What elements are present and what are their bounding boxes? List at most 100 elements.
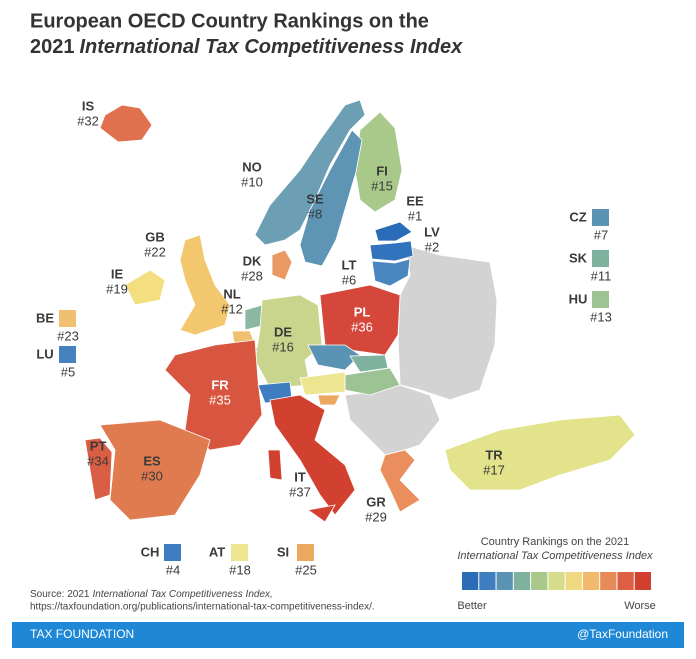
legend-swatch bbox=[462, 572, 479, 590]
country-rank: #4 bbox=[166, 562, 180, 577]
country-code: NO bbox=[242, 159, 262, 174]
country-rank: #34 bbox=[87, 453, 109, 468]
country-rank: #25 bbox=[295, 562, 317, 577]
country-rank: #1 bbox=[408, 208, 422, 223]
title: European OECD Country Rankings on the bbox=[30, 10, 429, 32]
country-shape bbox=[99, 104, 153, 143]
country-code: FI bbox=[376, 163, 388, 178]
legend-swatch bbox=[531, 572, 548, 590]
country-shape bbox=[374, 221, 413, 242]
country-code: PT bbox=[90, 438, 107, 453]
country-rank: #2 bbox=[425, 239, 439, 254]
title-year: 2021 bbox=[30, 36, 75, 58]
legend-swatch bbox=[565, 572, 582, 590]
source-italic: International Tax Competitiveness Index, bbox=[93, 589, 273, 600]
country-rank: #30 bbox=[141, 468, 163, 483]
country-code: SK bbox=[569, 250, 588, 265]
country-code: DK bbox=[243, 253, 262, 268]
country-code: IT bbox=[294, 469, 306, 484]
country-shape bbox=[299, 129, 363, 267]
title-italic: International Tax Competitiveness Index bbox=[80, 36, 464, 58]
country-code: BE bbox=[36, 310, 54, 325]
legend-swatch bbox=[479, 572, 496, 590]
country-shape bbox=[179, 234, 231, 336]
country-shape bbox=[269, 394, 356, 516]
non-oecd-land bbox=[397, 244, 498, 401]
country-code: SE bbox=[306, 191, 324, 206]
source: Source: 2021 International Tax Competitiv… bbox=[30, 589, 273, 600]
country-code: FR bbox=[211, 377, 229, 392]
country-rank: #18 bbox=[229, 562, 251, 577]
country-shape bbox=[354, 111, 403, 213]
footer-right: @TaxFoundation bbox=[577, 627, 668, 641]
country-shape bbox=[317, 394, 341, 406]
non-oecd-land bbox=[344, 384, 441, 456]
country-rank: #16 bbox=[272, 339, 294, 354]
country-code: PL bbox=[354, 304, 371, 319]
country-code: GB bbox=[145, 229, 165, 244]
country-rank: #17 bbox=[483, 462, 505, 477]
country-shape bbox=[164, 339, 263, 451]
legend-high: Worse bbox=[624, 600, 656, 612]
country-swatch bbox=[592, 250, 609, 267]
country-code: DE bbox=[274, 324, 292, 339]
country-shape bbox=[371, 258, 411, 287]
country-code: EE bbox=[406, 193, 424, 208]
country-code: TR bbox=[485, 447, 503, 462]
country-rank: #28 bbox=[241, 268, 263, 283]
country-shape bbox=[124, 269, 166, 306]
legend-swatch bbox=[513, 572, 531, 590]
legend-low: Better bbox=[457, 600, 487, 612]
non-oecd-countries bbox=[344, 244, 498, 456]
country-rank: #35 bbox=[209, 392, 231, 407]
country-code: SI bbox=[277, 544, 289, 559]
country-swatch bbox=[59, 346, 76, 363]
country-rank: #13 bbox=[590, 309, 612, 324]
country-rank: #29 bbox=[365, 509, 387, 524]
country-code: IE bbox=[111, 266, 124, 281]
country-rank: #37 bbox=[289, 484, 311, 499]
title: 2021 International Tax Competitiveness In… bbox=[30, 36, 463, 58]
country-rank: #8 bbox=[308, 206, 322, 221]
legend-bar bbox=[462, 572, 651, 590]
country-shape bbox=[99, 419, 211, 521]
country-shape bbox=[379, 449, 421, 513]
country-shape bbox=[307, 344, 361, 371]
legend-swatch bbox=[617, 572, 634, 590]
country-labels: IS#32NO#10FI#15SE#8EE#1LV#2LT#6DK#28GB#2… bbox=[36, 98, 612, 577]
country-shape bbox=[369, 240, 414, 262]
country-code: CH bbox=[141, 544, 160, 559]
country-code: IS bbox=[82, 98, 95, 113]
country-rank: #5 bbox=[61, 364, 75, 379]
country-shape bbox=[299, 371, 346, 396]
legend-swatch bbox=[582, 572, 600, 590]
country-code: GR bbox=[366, 494, 386, 509]
country-code: ES bbox=[143, 453, 161, 468]
legend-title: International Tax Competitiveness Index bbox=[457, 550, 653, 562]
country-rank: #19 bbox=[106, 281, 128, 296]
country-code: LV bbox=[424, 224, 440, 239]
country-code: CZ bbox=[569, 209, 586, 224]
country-rank: #22 bbox=[144, 244, 166, 259]
footer-left: TAX FOUNDATION bbox=[30, 627, 134, 641]
footer-bar bbox=[12, 622, 684, 648]
country-shape bbox=[267, 449, 283, 481]
country-rank: #10 bbox=[241, 174, 263, 189]
country-shape bbox=[306, 504, 336, 523]
country-shape bbox=[444, 414, 636, 491]
country-shape bbox=[254, 294, 323, 389]
legend-swatch bbox=[496, 572, 513, 590]
country-code: LT bbox=[342, 257, 357, 272]
country-shape bbox=[84, 437, 113, 501]
country-rank: #15 bbox=[371, 178, 393, 193]
country-swatch bbox=[592, 291, 609, 308]
country-rank: #11 bbox=[591, 268, 612, 283]
country-swatch bbox=[59, 310, 76, 327]
legend-title: Country Rankings on the 2021 bbox=[481, 536, 630, 548]
source-prefix: Source: 2021 bbox=[30, 589, 90, 600]
country-swatch bbox=[297, 544, 314, 561]
legend-swatch bbox=[600, 572, 617, 590]
country-shapes bbox=[84, 99, 636, 523]
country-code: AT bbox=[209, 544, 225, 559]
